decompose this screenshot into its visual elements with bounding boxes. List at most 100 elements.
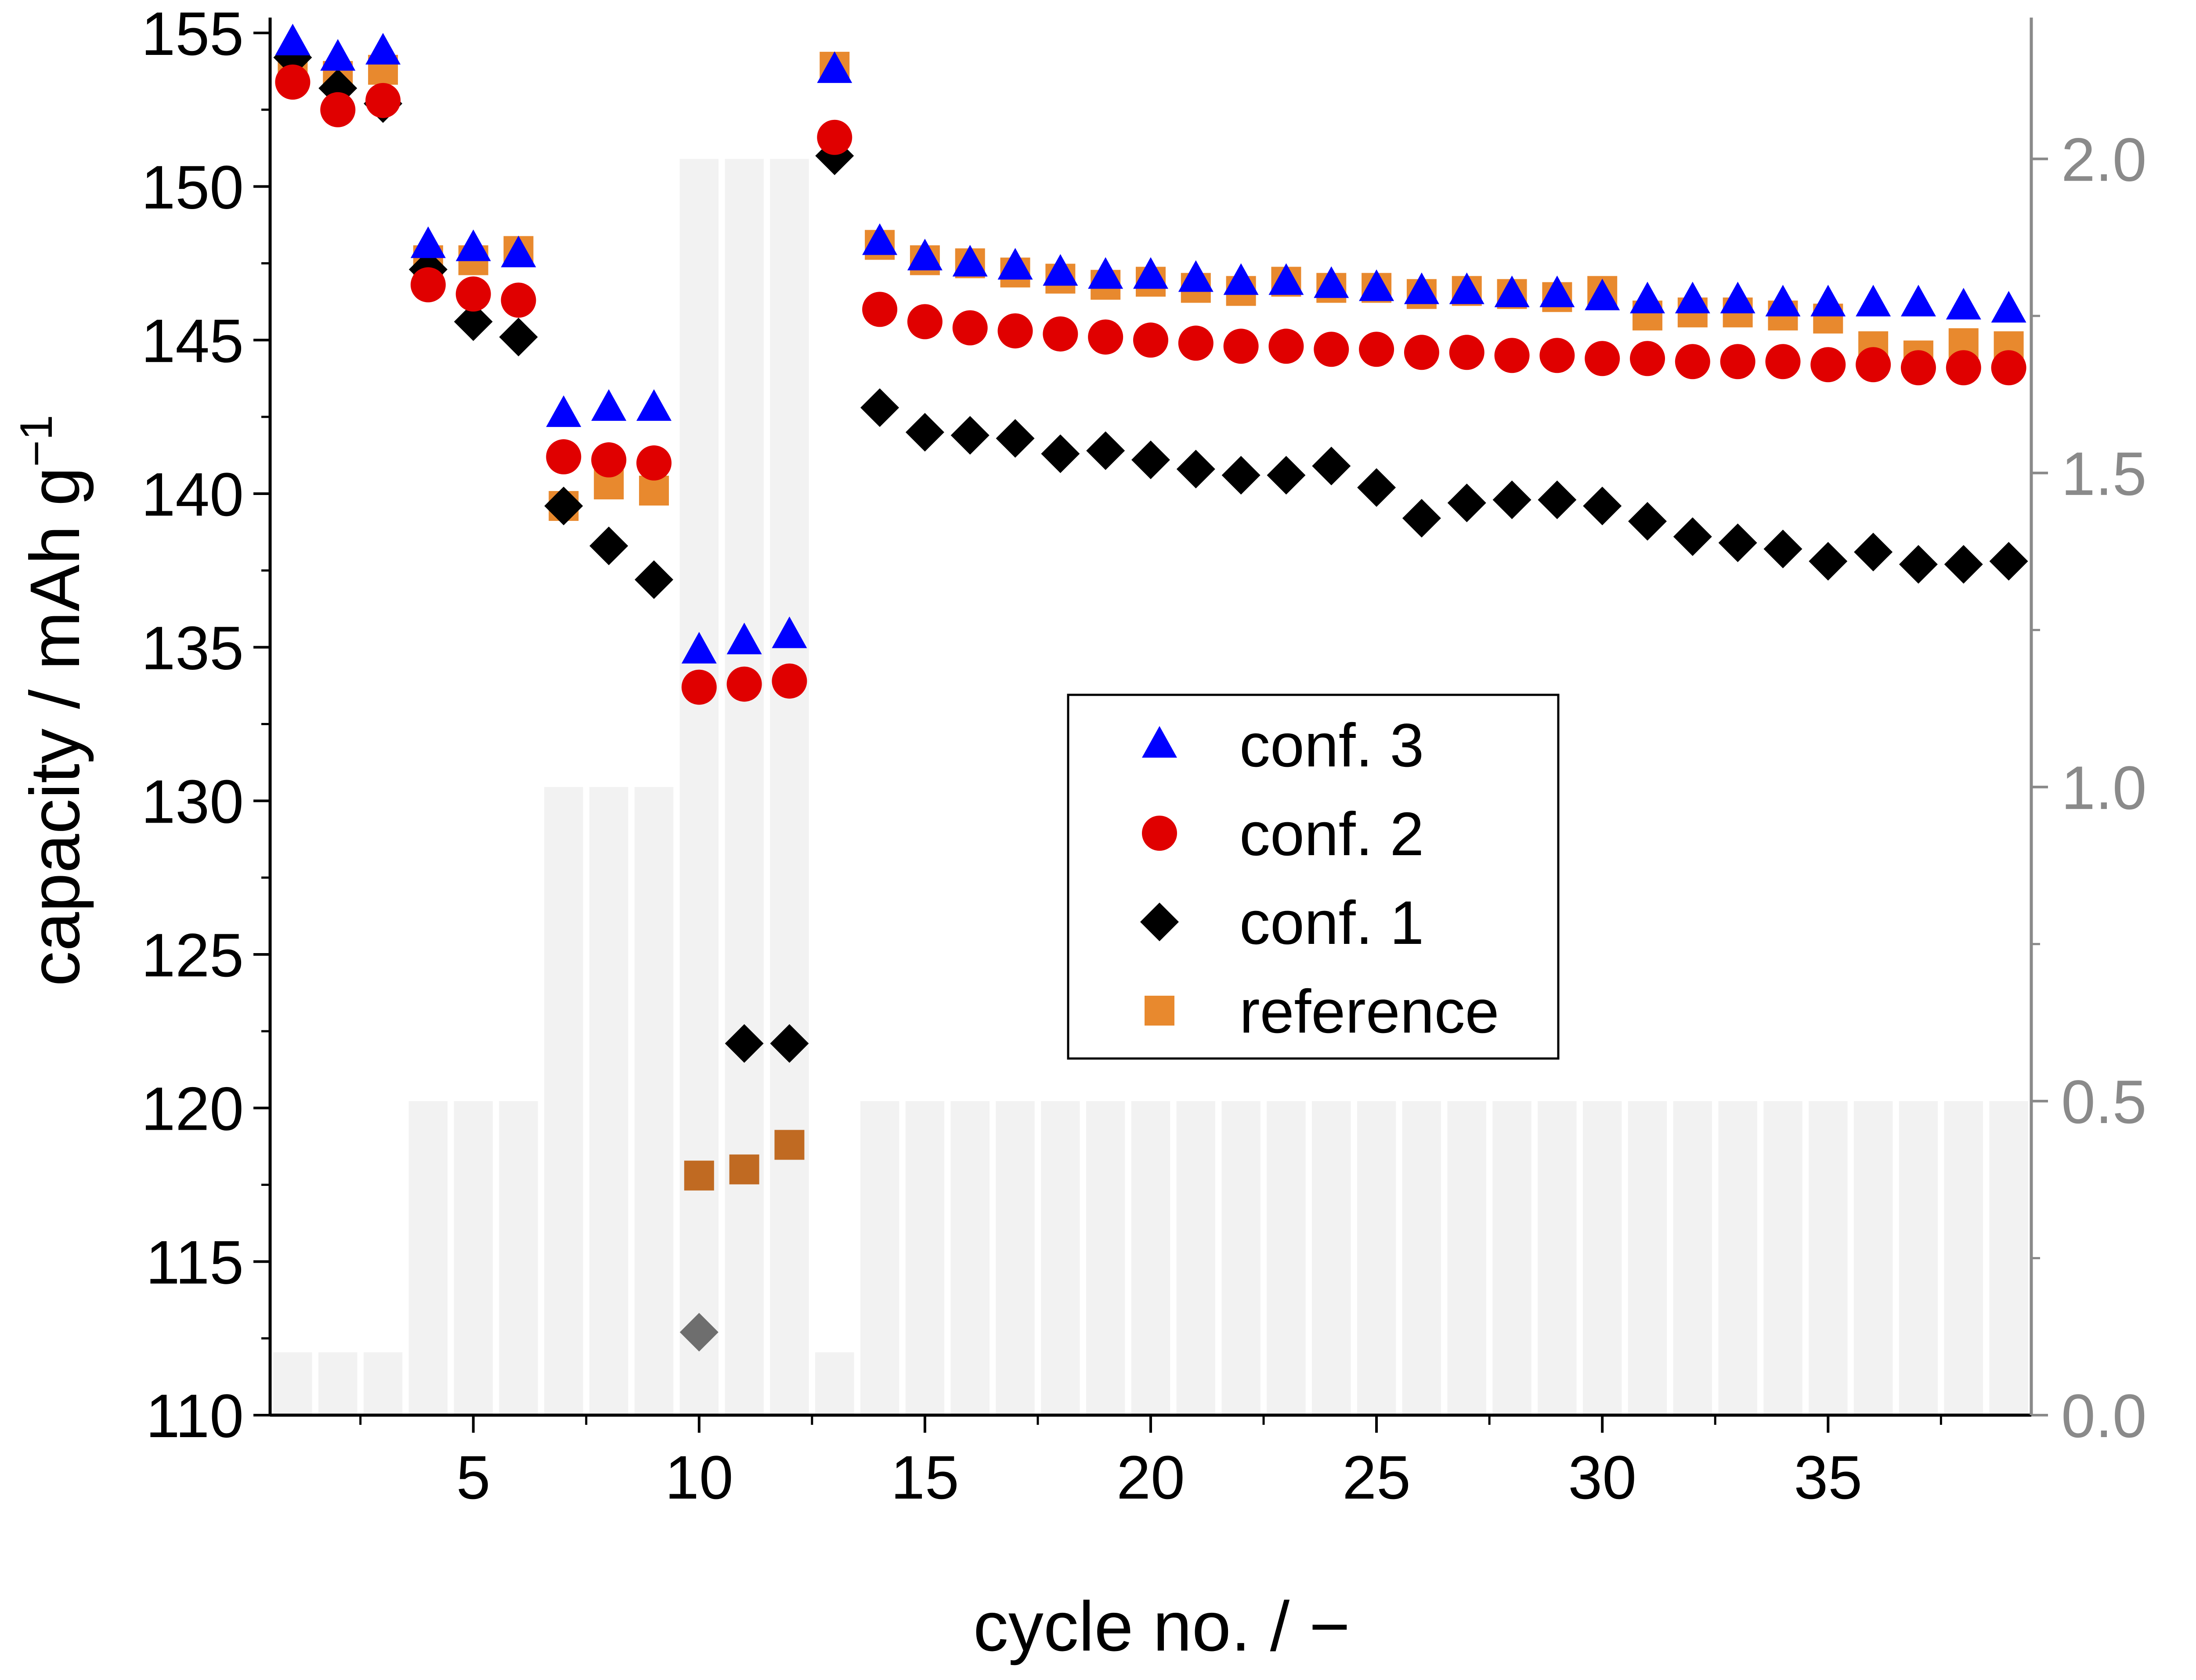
- c-rate-bar: [1041, 1101, 1080, 1415]
- legend-marker: [1142, 816, 1177, 851]
- data-point: [1810, 285, 1846, 317]
- data-point: [275, 64, 311, 100]
- c-rate-bar: [1402, 1101, 1441, 1415]
- data-point: [1899, 545, 1938, 584]
- data-point: [1946, 288, 1981, 320]
- data-point: [1856, 347, 1891, 383]
- data-point: [1359, 269, 1394, 301]
- y2-tick-labels: 0.0 0.5 1.0 1.5 2.0: [2061, 125, 2147, 1450]
- legend-label: reference: [1239, 977, 1499, 1046]
- y-axis-label-main: capacity / mAh g: [15, 467, 94, 986]
- data-point: [636, 389, 672, 421]
- c-rate-bar: [363, 1352, 403, 1415]
- c-rate-bar: [1989, 1101, 2028, 1415]
- data-point: [275, 23, 311, 55]
- data-point: [860, 388, 899, 427]
- data-point: [1357, 468, 1396, 507]
- data-point: [1630, 341, 1665, 376]
- data-point: [501, 235, 536, 267]
- data-point: [1447, 483, 1486, 522]
- data-point: [1221, 456, 1261, 495]
- c-rate-bar: [1176, 1101, 1216, 1415]
- data-point: [544, 486, 583, 525]
- data-point: [455, 229, 491, 261]
- y-tick-labels: 110 115 120 125 130 135 140 145 150 155: [141, 0, 244, 1450]
- legend-marker: [1142, 726, 1177, 758]
- data-point: [1133, 322, 1168, 358]
- c-rate-bar: [770, 159, 809, 1415]
- c-rate-bar: [1221, 1101, 1261, 1415]
- data-point: [1088, 319, 1123, 355]
- c-rate-bar: [318, 1352, 358, 1415]
- c-rate-bar: [1628, 1101, 1667, 1415]
- c-rate-bar: [1763, 1101, 1802, 1415]
- data-point: [455, 276, 491, 312]
- c-rate-bar: [1312, 1101, 1351, 1415]
- data-point: [1449, 335, 1484, 370]
- data-point: [679, 1313, 719, 1352]
- data-point: [1991, 350, 2026, 386]
- data-point: [1991, 291, 2026, 323]
- c-rate-bar: [1809, 1101, 1848, 1415]
- data-point: [1675, 344, 1710, 379]
- legend-label: conf. 3: [1239, 711, 1424, 780]
- x-tick-label: 35: [1794, 1443, 1862, 1512]
- data-point: [1133, 257, 1168, 289]
- y2-axis-label: discharge c-rate / −: [2185, 399, 2196, 1002]
- data-point: [726, 666, 762, 702]
- data-point: [952, 310, 988, 346]
- data-point: [1720, 344, 1755, 379]
- data-point: [817, 51, 852, 83]
- data-point: [1314, 332, 1349, 367]
- data-point: [1630, 282, 1665, 314]
- data-point: [1989, 542, 2028, 581]
- c-rate-bar: [996, 1101, 1035, 1415]
- data-point: [1585, 341, 1620, 376]
- data-point: [591, 442, 627, 478]
- x-axis-label: cycle no. / −: [973, 1587, 1350, 1666]
- c-rate-bar: [815, 1352, 854, 1415]
- data-point: [1628, 502, 1667, 541]
- data-point: [320, 39, 356, 71]
- data-point: [772, 663, 807, 699]
- data-point: [320, 92, 356, 127]
- data-point: [1041, 434, 1080, 473]
- c-rate-bar: [1086, 1101, 1125, 1415]
- data-point: [365, 83, 401, 118]
- y2-tick-label: 0.5: [2061, 1067, 2147, 1136]
- data-point: [1585, 278, 1620, 311]
- data-point: [1539, 275, 1575, 307]
- y-tick-label: 120: [141, 1074, 244, 1143]
- legend-entries: conf. 3 conf. 2 conf. 1 reference: [1140, 711, 1499, 1046]
- data-point: [1900, 285, 1936, 317]
- y-axis-label: capacity / mAh g−1: [11, 415, 94, 986]
- y2-tick-label: 1.0: [2061, 753, 2147, 822]
- series-conf-3: [275, 23, 2026, 664]
- data-point: [1856, 285, 1891, 317]
- x-tick-label: 5: [456, 1443, 491, 1512]
- c-rate-bar: [950, 1101, 990, 1415]
- series-conf-2: [275, 64, 2026, 705]
- data-point: [1268, 263, 1304, 295]
- c-rate-bar: [589, 787, 628, 1415]
- data-point: [1131, 441, 1170, 480]
- data-point: [1088, 257, 1123, 289]
- series-points: [273, 23, 2028, 1352]
- data-point: [1086, 431, 1125, 470]
- data-point: [1359, 332, 1394, 367]
- c-rate-bar: [860, 1101, 899, 1415]
- c-rate-bar: [1492, 1101, 1531, 1415]
- data-point: [950, 416, 990, 455]
- data-point: [862, 292, 898, 327]
- data-point: [499, 318, 538, 357]
- y-tick-label: 145: [141, 306, 244, 375]
- c-rate-bar: [1944, 1101, 1983, 1415]
- x-tick-labels: 5 10 15 20 25 30 35: [456, 1443, 1862, 1512]
- data-point: [1402, 499, 1441, 538]
- data-point: [997, 313, 1033, 349]
- data-point: [1763, 529, 1802, 568]
- data-point: [1539, 338, 1575, 373]
- data-point: [770, 1024, 809, 1063]
- data-point: [1404, 335, 1439, 370]
- data-point: [1718, 523, 1757, 562]
